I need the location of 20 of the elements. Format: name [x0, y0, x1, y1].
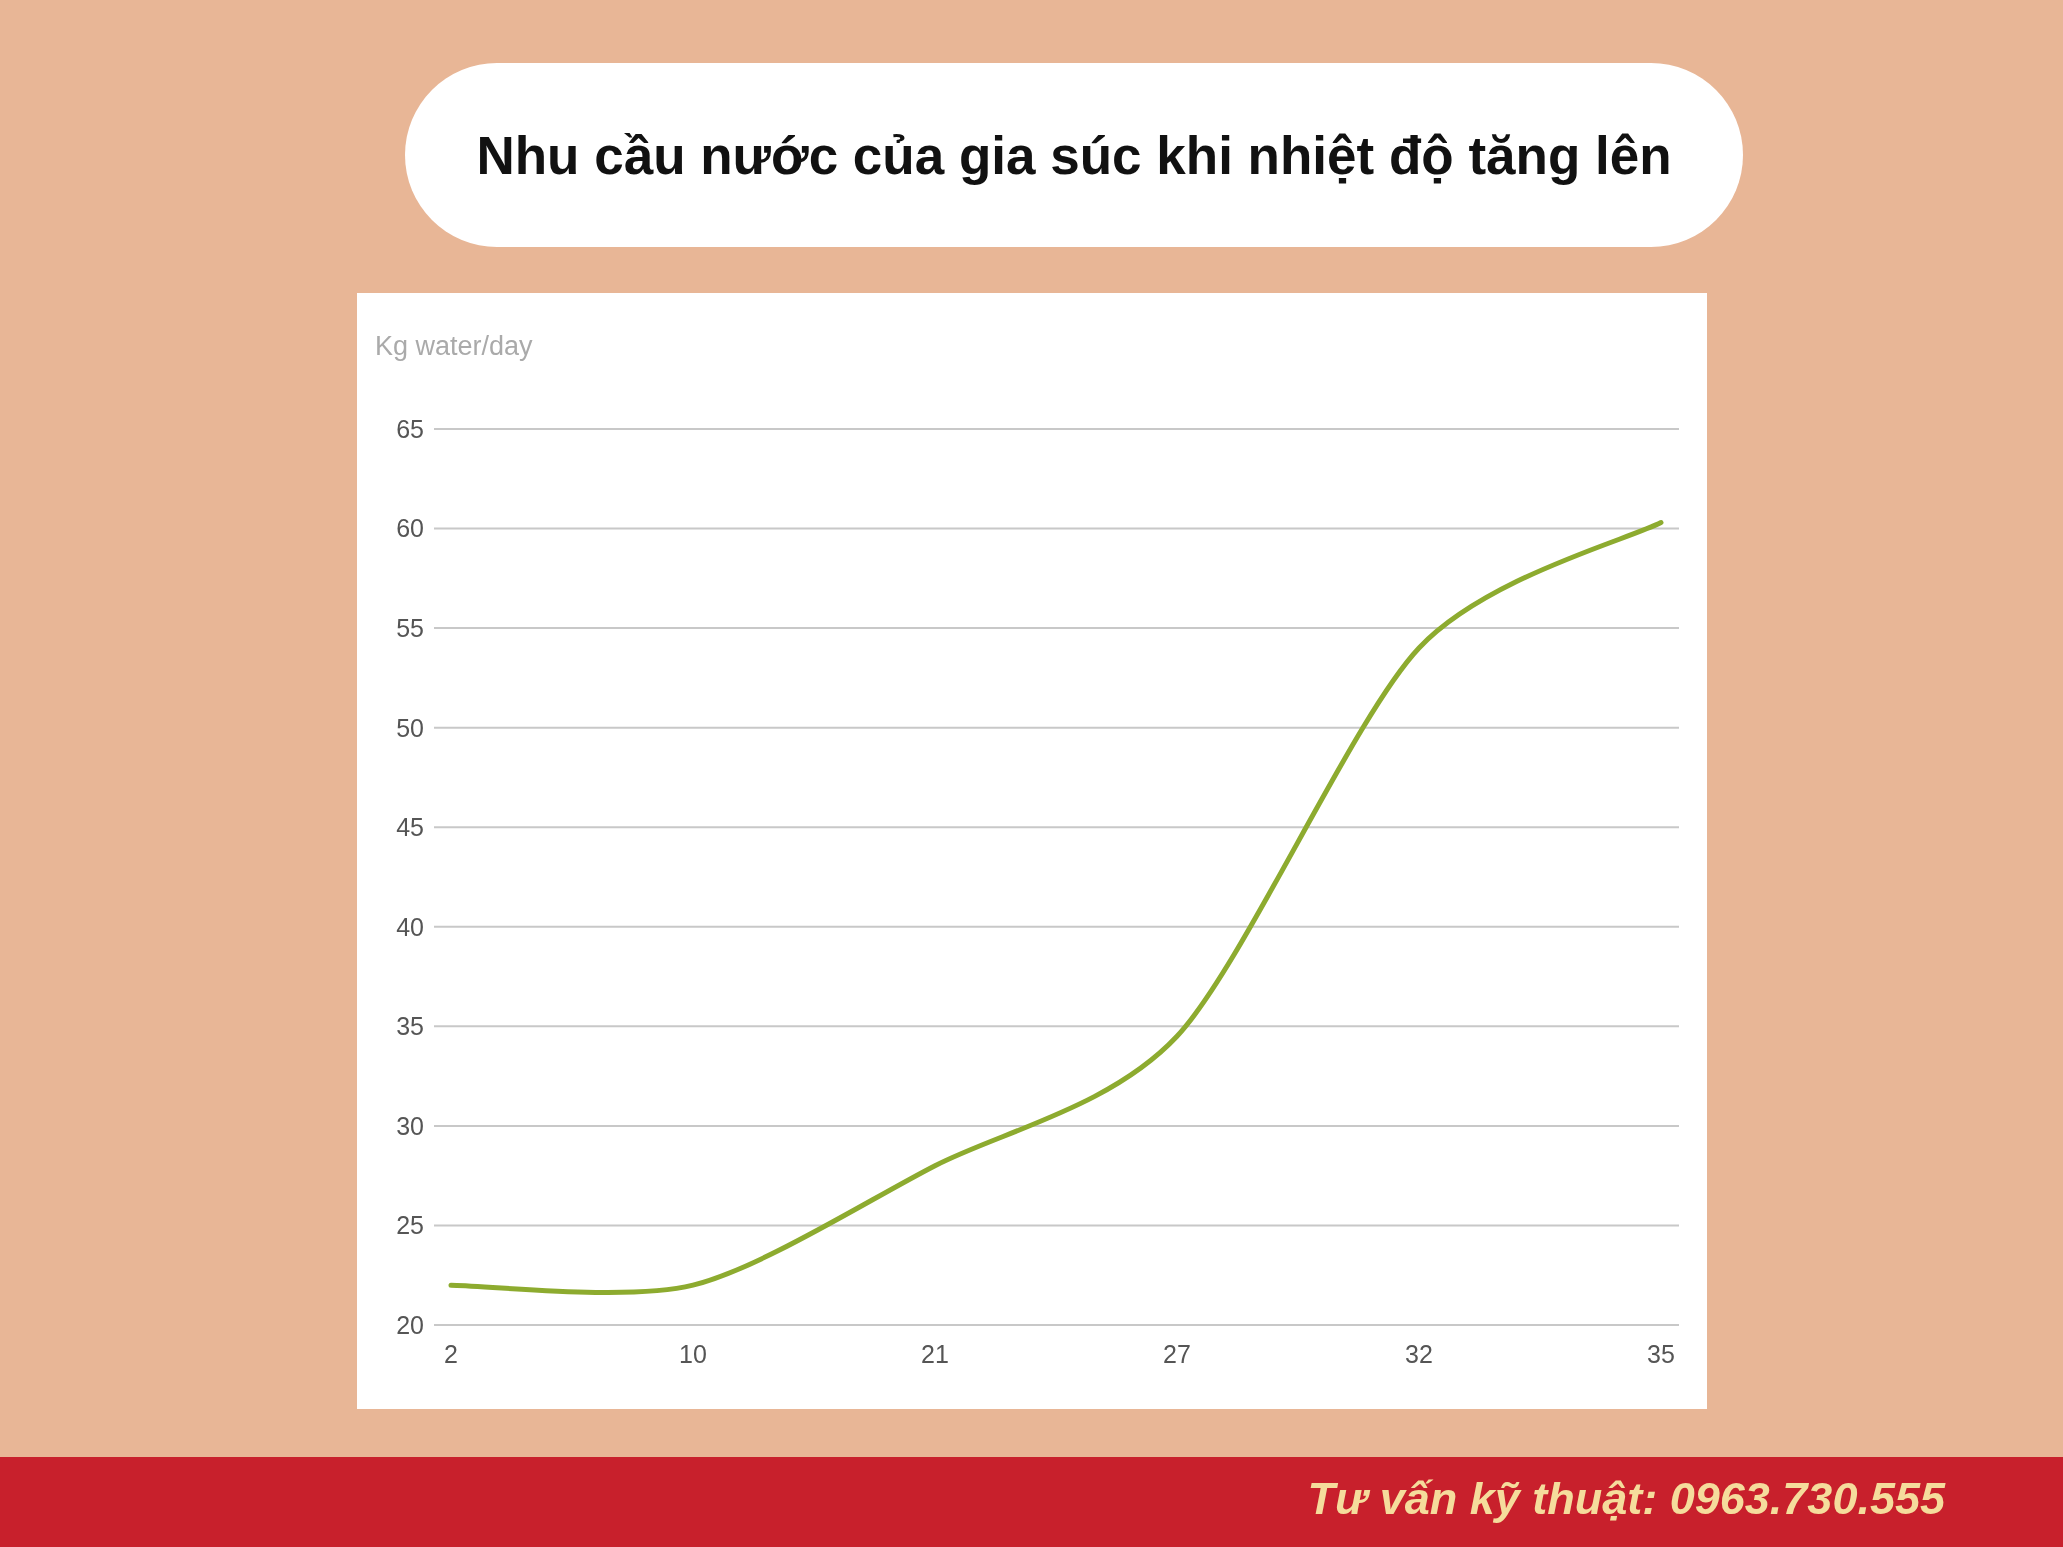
y-tick-label: 40 [396, 912, 424, 941]
x-tick-label: 10 [679, 1339, 707, 1368]
footer-banner: Tư vấn kỹ thuật: 0963.730.555 [0, 1457, 2063, 1547]
x-tick-label: 27 [1163, 1339, 1191, 1368]
y-tick-label: 30 [396, 1111, 424, 1140]
x-tick-label: 2 [444, 1339, 458, 1368]
y-tick-label: 20 [396, 1310, 424, 1339]
y-tick-label: 25 [396, 1211, 424, 1240]
y-tick-label: 35 [396, 1012, 424, 1041]
x-tick-label: 21 [921, 1339, 949, 1368]
x-tick-label: 32 [1405, 1339, 1433, 1368]
y-tick-label: 60 [396, 514, 424, 543]
title-pill: Nhu cầu nước của gia súc khi nhiệt độ tăng lên [405, 63, 1743, 247]
y-tick-label: 45 [396, 813, 424, 842]
y-tick-label: 65 [396, 414, 424, 443]
y-axis-title: Kg water/day [375, 331, 533, 362]
chart-title: Nhu cầu nước của gia súc khi nhiệt độ tăng lên [476, 124, 1672, 186]
y-tick-label: 55 [396, 613, 424, 642]
x-tick-label: 35 [1647, 1339, 1675, 1368]
y-tick-label: 50 [396, 713, 424, 742]
